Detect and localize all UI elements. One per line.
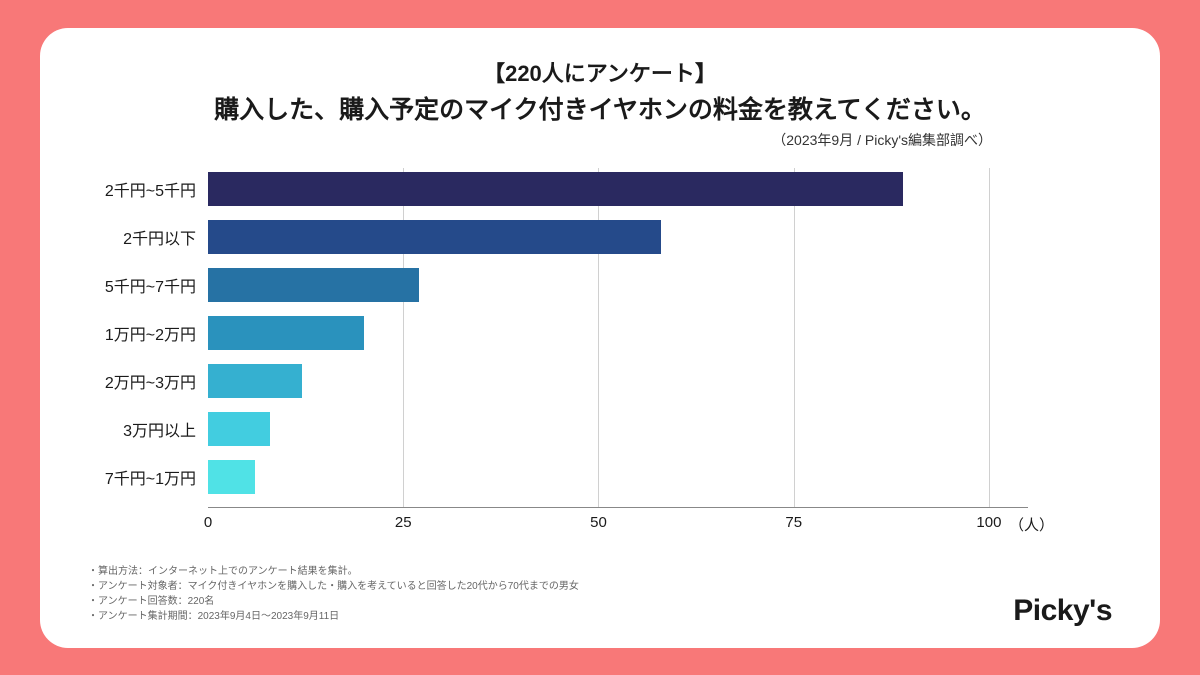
footnotes: 算出方法：インターネット上でのアンケート結果を集計。アンケート対象者：マイク付き…	[88, 564, 579, 624]
x-tick: 0	[204, 514, 212, 531]
bar-label: 3万円以上	[123, 417, 208, 441]
bar-row: 7千円~1万円	[208, 460, 255, 494]
title-line2: 購入した、購入予定のマイク付きイヤホンの料金を教えてください。	[88, 90, 1112, 126]
gridline	[794, 168, 795, 507]
bar	[208, 268, 419, 302]
footnote-line: アンケート集計期間：2023年9月4日〜2023年9月11日	[88, 609, 579, 624]
plot: 2千円~5千円 2千円以下 5千円~7千円 1万円~2万円 2万円~3万円 3万円以上 7千…	[208, 168, 1028, 508]
gridline	[989, 168, 990, 507]
bar-label: 2千円以下	[123, 225, 208, 249]
title-block: 【220人にアンケート】 購入した、購入予定のマイク付きイヤホンの料金を教えてく…	[88, 56, 1112, 126]
bar-row: 2千円~5千円	[208, 172, 903, 206]
x-tick: 100	[976, 514, 1001, 531]
bar	[208, 364, 302, 398]
chart-area: 2千円~5千円 2千円以下 5千円~7千円 1万円~2万円 2万円~3万円 3万円以上 7千…	[208, 168, 1028, 538]
gridline	[403, 168, 404, 507]
bar	[208, 460, 255, 494]
bar-label: 5千円~7千円	[105, 273, 208, 297]
x-tick: 75	[785, 514, 802, 531]
bar	[208, 220, 661, 254]
title-line1: 【220人にアンケート】	[88, 56, 1112, 88]
bar-label: 2千円~5千円	[105, 177, 208, 201]
x-tick: 50	[590, 514, 607, 531]
gridline	[598, 168, 599, 507]
footnote-line: 算出方法：インターネット上でのアンケート結果を集計。	[88, 564, 579, 579]
bar-row: 3万円以上	[208, 412, 270, 446]
bar-label: 1万円~2万円	[105, 321, 208, 345]
x-axis-unit: （人）	[1009, 514, 1054, 535]
x-tick: 25	[395, 514, 412, 531]
bar	[208, 172, 903, 206]
footnote-line: アンケート回答数：220名	[88, 594, 579, 609]
bar	[208, 412, 270, 446]
bar-row: 2千円以下	[208, 220, 661, 254]
chart-card: 【220人にアンケート】 購入した、購入予定のマイク付きイヤホンの料金を教えてく…	[40, 28, 1160, 648]
bar-row: 1万円~2万円	[208, 316, 364, 350]
bar-label: 7千円~1万円	[105, 465, 208, 489]
bar-row: 5千円~7千円	[208, 268, 419, 302]
bar-row: 2万円~3万円	[208, 364, 302, 398]
footnote-line: アンケート対象者：マイク付きイヤホンを購入した・購入を考えていると回答した20代…	[88, 579, 579, 594]
brand-logo: Picky's	[1013, 594, 1112, 628]
bar-label: 2万円~3万円	[105, 369, 208, 393]
x-axis: 0255075100（人）	[208, 508, 1028, 538]
bar	[208, 316, 364, 350]
subtitle: （2023年9月 / Picky's編集部調べ）	[88, 130, 1112, 150]
